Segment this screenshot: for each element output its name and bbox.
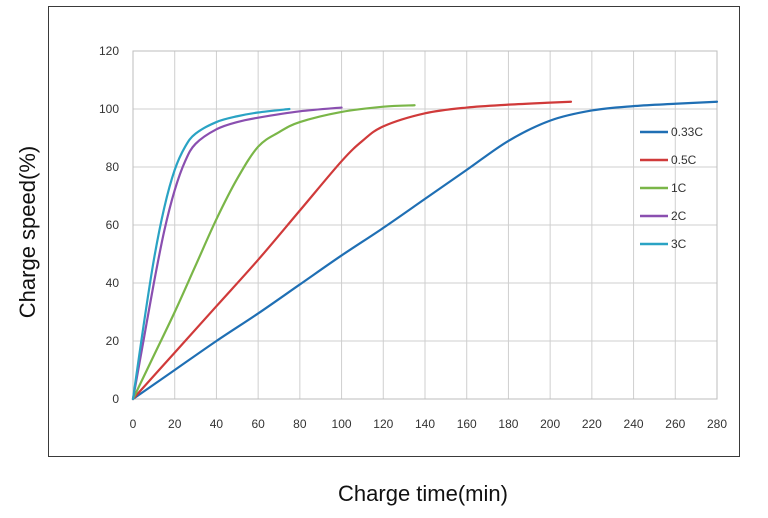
x-tick-label: 40 (210, 417, 224, 431)
series-line-0.33C (131, 100, 719, 401)
series-line-3C (131, 107, 291, 401)
y-tick-label: 0 (112, 392, 119, 406)
legend-label: 0.33C (671, 125, 703, 139)
y-tick-label: 60 (106, 218, 120, 232)
legend-label: 3C (671, 237, 687, 251)
y-tick-label: 120 (99, 44, 119, 58)
plot-area (132, 50, 718, 400)
y-tick-label: 20 (106, 334, 120, 348)
x-tick-label: 160 (457, 417, 477, 431)
x-tick-label: 240 (624, 417, 644, 431)
x-tick-label: 280 (707, 417, 727, 431)
x-tick-label: 20 (168, 417, 182, 431)
x-tick-label: 260 (665, 417, 685, 431)
legend-label: 2C (671, 209, 687, 223)
y-tick-label: 40 (106, 276, 120, 290)
x-tick-label: 80 (293, 417, 307, 431)
x-tick-label: 0 (130, 417, 137, 431)
x-tick-label: 100 (332, 417, 352, 431)
x-tick-label: 120 (373, 417, 393, 431)
legend-label: 1C (671, 181, 687, 195)
x-tick-label: 60 (251, 417, 265, 431)
x-tick-label: 140 (415, 417, 435, 431)
chart-frame (48, 6, 740, 457)
x-tick-label: 220 (582, 417, 602, 431)
x-tick-label: 180 (498, 417, 518, 431)
y-tick-label: 100 (99, 102, 119, 116)
x-axis-title: Charge time(min) (338, 481, 508, 506)
series-line-1C (131, 104, 416, 401)
legend-label: 0.5C (671, 153, 697, 167)
series-line-2C (131, 106, 343, 401)
y-tick-label: 80 (106, 160, 120, 174)
series-line-0.5C (131, 100, 573, 401)
x-tick-label: 200 (540, 417, 560, 431)
